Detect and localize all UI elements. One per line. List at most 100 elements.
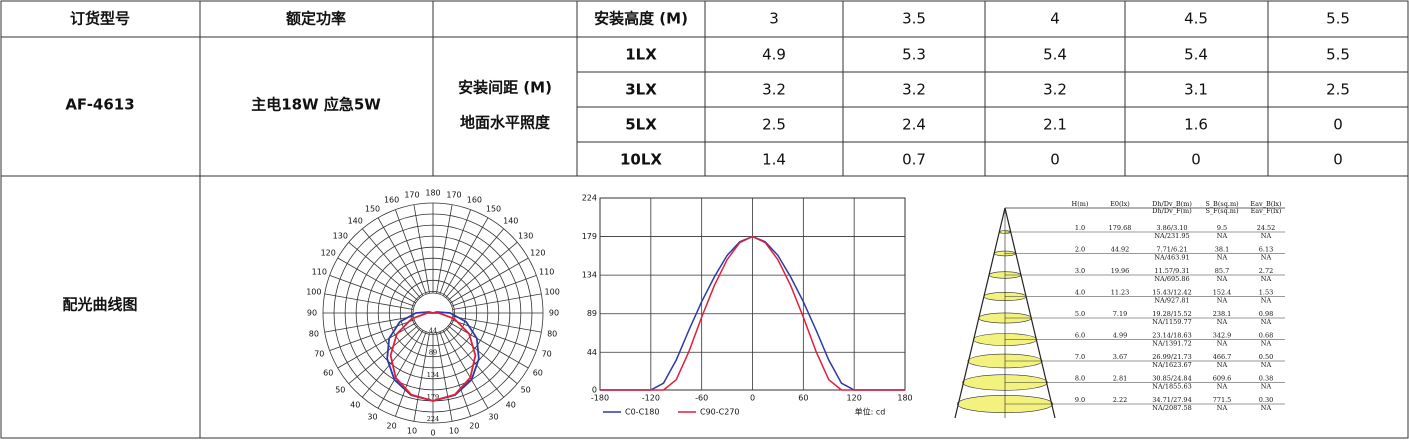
polar-spoke (324, 316, 414, 333)
polar-spoke (452, 316, 542, 333)
cone-value: 34.71/27.94 (1152, 396, 1191, 404)
polar-spoke (329, 319, 415, 351)
y-tick-label: 44 (587, 348, 597, 357)
legend-label: C90-C270 (700, 408, 740, 417)
x-tick-label: -60 (695, 394, 708, 403)
cone-value: NA (1217, 383, 1228, 391)
cone-value: 0.68 (1259, 332, 1273, 340)
polar-spoke (439, 209, 471, 295)
spacing-value: 1.4 (762, 151, 786, 169)
polar-spoke (413, 332, 430, 422)
polar-curve (389, 312, 477, 402)
cone-value: 4.99 (1113, 332, 1127, 340)
cone-value: 24.52 (1257, 224, 1276, 232)
cone-value: 4.0 (1075, 289, 1085, 297)
spacing-value: 2.4 (902, 116, 926, 134)
cone-value: 9.5 (1217, 224, 1227, 232)
polar-spoke (329, 275, 415, 307)
polar-angle-label: 120 (321, 249, 336, 258)
cone-value: 38.1 (1215, 246, 1229, 254)
cone-value: NA (1217, 318, 1228, 326)
lux-label: 3LX (625, 81, 657, 99)
lux-label: 5LX (625, 116, 657, 134)
cone-value: 0.50 (1259, 353, 1273, 361)
polar-spoke (442, 330, 489, 409)
polar-angle-label: 100 (306, 288, 321, 297)
spacing-value: 5.3 (902, 46, 926, 64)
spacing-value: 5.4 (1043, 46, 1067, 64)
polar-angle-label: 180 (425, 189, 440, 198)
cone-edge (1004, 207, 1056, 419)
cone-value: NA/1391.72 (1152, 340, 1191, 348)
cone-header: H(m) (1072, 200, 1089, 208)
polar-r-label: 89 (429, 349, 437, 357)
cone-value: 0.38 (1259, 375, 1273, 383)
polar-spoke (442, 217, 489, 296)
polar-spoke (324, 293, 414, 310)
model: AF-4613 (65, 96, 134, 114)
cone-value: NA (1217, 275, 1228, 283)
polar-angle-label: 60 (323, 369, 333, 378)
cone-value: NA/2087.58 (1152, 404, 1191, 412)
cone-edge (954, 207, 1006, 419)
cone-value: NA (1261, 232, 1272, 240)
polar-spoke (452, 293, 542, 310)
cone-value: 1.0 (1075, 224, 1085, 232)
polar-spoke (348, 241, 418, 301)
polar-angle-label: 150 (486, 205, 501, 214)
polar-angle-label: 70 (314, 350, 324, 359)
cone-value: NA/1159.77 (1152, 318, 1191, 326)
cone-header: S_F(sq.m) (1205, 207, 1238, 215)
x-tick-label: 120 (847, 394, 862, 403)
polar-spoke (395, 331, 427, 417)
cone-value: NA (1261, 318, 1272, 326)
unit-label: 单位: cd (855, 407, 886, 417)
polar-spoke (451, 319, 537, 351)
spacing-value: 1.6 (1184, 116, 1208, 134)
cone-value: NA (1217, 361, 1228, 369)
polar-spoke (337, 257, 416, 304)
spacing-value: 0 (1191, 151, 1201, 169)
cone-value: NA/1855.63 (1152, 383, 1191, 391)
polar-angle-label: 60 (533, 369, 543, 378)
cone-value: NA/1623.67 (1152, 361, 1191, 369)
polar-angle-label: 140 (503, 217, 518, 226)
x-tick-label: 180 (897, 394, 912, 403)
cone-value: 2.0 (1075, 246, 1085, 254)
polar-spoke (436, 204, 453, 294)
x-tick-label: -180 (591, 394, 609, 403)
polar-spoke (337, 322, 416, 369)
x-tick-label: -120 (642, 394, 660, 403)
polar-angle-label: 130 (518, 231, 533, 240)
polar-spoke (436, 332, 453, 422)
y-tick-label: 224 (582, 194, 597, 203)
cone-value: 19.28/15.52 (1152, 310, 1191, 318)
y-tick-label: 89 (587, 309, 597, 318)
polar-angle-label: 20 (387, 421, 397, 430)
cone-header: Eav_B(lx) (1250, 200, 1282, 208)
polar-r-label: 44 (429, 327, 437, 335)
cone-value: 771.5 (1213, 396, 1232, 404)
spacing-value: 2.1 (1043, 116, 1067, 134)
lux-label: 10LX (620, 151, 662, 169)
lux-label: 1LX (625, 46, 657, 64)
polar-angle-label: 130 (333, 231, 348, 240)
cone-value: 152.4 (1213, 289, 1232, 297)
cone-value: 3.67 (1113, 353, 1127, 361)
legend-label: C0-C180 (625, 408, 659, 417)
cone-value: NA (1217, 232, 1228, 240)
polar-angle-label: 90 (307, 309, 317, 318)
cone-value: 0.30 (1259, 396, 1273, 404)
spacing-label: 地面水平照度 (460, 114, 551, 132)
cone-value: NA (1261, 297, 1272, 305)
polar-spoke (377, 330, 424, 409)
cone-header: Dh/Dv_B(m) (1152, 200, 1192, 208)
cone-value: NA/463.91 (1154, 254, 1189, 262)
polar-angle-label: 90 (549, 309, 559, 318)
cone-value: NA (1217, 340, 1228, 348)
polar-spoke (395, 209, 427, 295)
polar-angle-label: 20 (469, 421, 479, 430)
